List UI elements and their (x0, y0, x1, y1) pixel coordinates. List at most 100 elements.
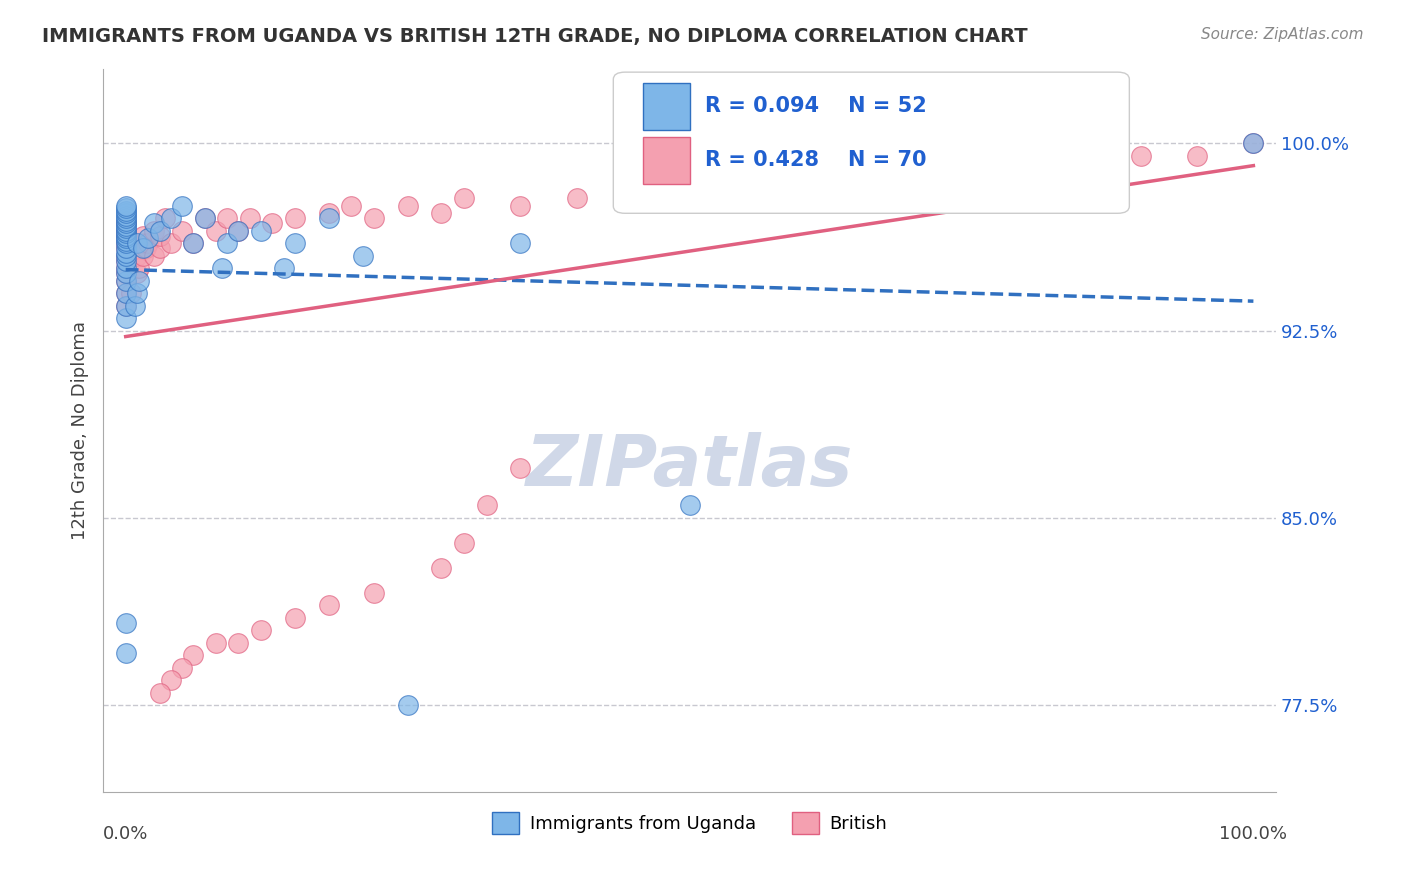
Point (735, 174, 758, 188)
Point (125, 266, 148, 280)
Legend: Immigrants from Uganda, British: Immigrants from Uganda, British (485, 805, 894, 841)
Point (1129, 149, 1152, 163)
Point (114, 261, 136, 276)
Point (211, 261, 233, 276)
Point (183, 236, 205, 251)
Point (124, 299, 146, 313)
Bar (643, 137, 689, 185)
Point (114, 646, 136, 660)
Point (148, 685, 170, 699)
Point (1073, 156, 1095, 170)
Point (114, 299, 136, 313)
Point (1017, 161, 1039, 176)
Point (159, 211, 181, 226)
Point (114, 216, 136, 230)
Text: IMMIGRANTS FROM UGANDA VS BRITISH 12TH GRADE, NO DIPLOMA CORRELATION CHART: IMMIGRANTS FROM UGANDA VS BRITISH 12TH G… (42, 27, 1028, 45)
Point (318, 211, 340, 226)
Point (114, 266, 136, 280)
Point (363, 211, 385, 226)
Point (340, 199, 363, 213)
Point (1185, 149, 1208, 163)
Text: 100.0%: 100.0% (1219, 825, 1288, 843)
Point (262, 216, 284, 230)
Point (183, 236, 205, 251)
Point (475, 499, 498, 513)
Point (114, 286, 136, 301)
Point (205, 635, 228, 649)
Point (114, 266, 136, 280)
Y-axis label: 12th Grade, No Diploma: 12th Grade, No Diploma (72, 321, 89, 540)
Point (396, 199, 419, 213)
Point (904, 161, 927, 176)
Text: R = 0.428    N = 70: R = 0.428 N = 70 (704, 151, 927, 170)
Point (509, 199, 531, 213)
Point (114, 253, 136, 268)
Point (678, 499, 700, 513)
Point (114, 216, 136, 230)
Point (114, 228, 136, 243)
Point (396, 698, 419, 712)
Point (159, 673, 181, 687)
Point (114, 274, 136, 288)
Point (114, 228, 136, 243)
Point (128, 261, 150, 276)
Point (125, 249, 148, 263)
Point (363, 585, 385, 599)
Point (114, 236, 136, 251)
Point (430, 560, 453, 574)
Point (114, 615, 136, 630)
Point (114, 246, 136, 260)
Point (131, 236, 153, 251)
Point (509, 236, 531, 251)
Point (273, 261, 295, 276)
Point (136, 236, 159, 251)
Point (135, 241, 157, 255)
Point (228, 224, 250, 238)
Point (114, 231, 136, 245)
Point (148, 224, 170, 238)
Point (250, 224, 273, 238)
Point (114, 224, 136, 238)
Point (250, 623, 273, 637)
Point (153, 211, 176, 226)
Point (131, 228, 153, 243)
Point (128, 274, 150, 288)
Point (114, 227, 136, 241)
Bar (643, 83, 689, 130)
Point (159, 236, 181, 251)
Point (352, 249, 374, 263)
Point (114, 203, 136, 218)
Point (284, 610, 307, 624)
Point (114, 211, 136, 226)
Text: ZIPatlas: ZIPatlas (526, 432, 853, 501)
Point (318, 206, 340, 220)
Point (136, 231, 159, 245)
Point (170, 199, 193, 213)
Point (217, 236, 239, 251)
Point (148, 228, 170, 243)
Point (114, 202, 136, 216)
Point (131, 249, 153, 263)
Point (114, 249, 136, 263)
Point (114, 221, 136, 235)
Point (120, 286, 142, 301)
Point (621, 186, 644, 201)
Point (194, 211, 217, 226)
Point (114, 249, 136, 263)
Point (1241, 136, 1264, 151)
Point (114, 299, 136, 313)
Point (114, 206, 136, 220)
Point (170, 224, 193, 238)
Point (142, 216, 165, 230)
Point (114, 214, 136, 228)
Point (148, 241, 170, 255)
Point (114, 261, 136, 276)
Point (792, 166, 814, 180)
Point (114, 241, 136, 255)
Point (194, 211, 217, 226)
Point (205, 224, 228, 238)
Point (284, 236, 307, 251)
Point (114, 253, 136, 268)
Point (125, 286, 148, 301)
Point (125, 236, 148, 251)
